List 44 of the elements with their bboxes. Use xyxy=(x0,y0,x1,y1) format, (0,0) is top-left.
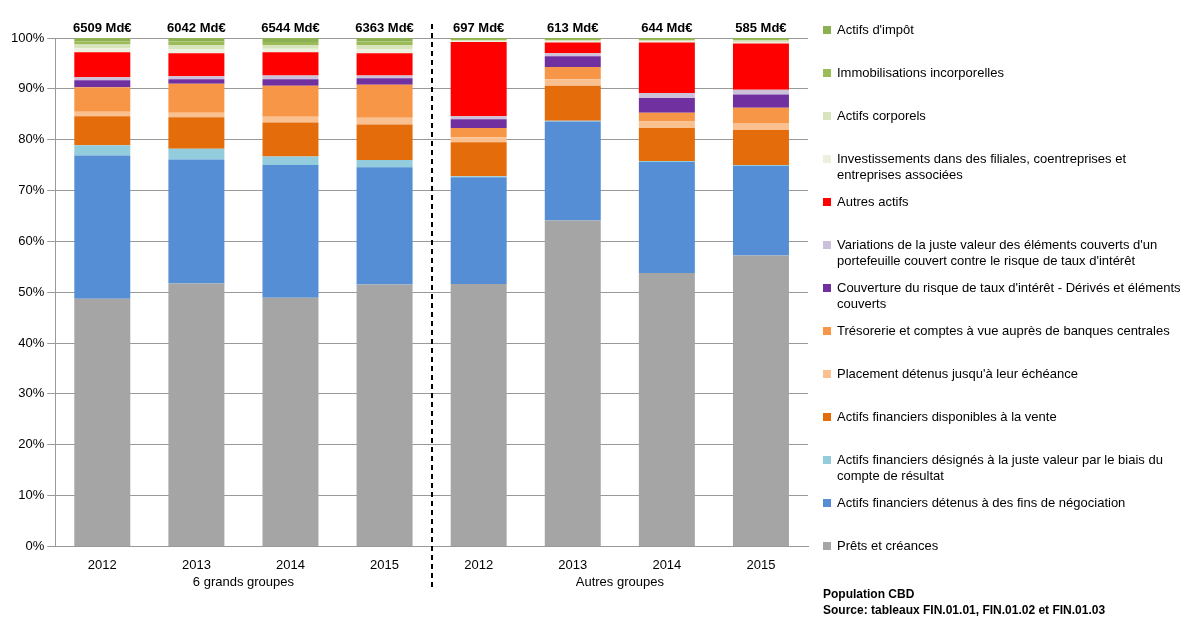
legend-label: Actifs financiers détenus à des fins de négociation xyxy=(837,495,1126,511)
x-tick-label: 2012 xyxy=(87,556,117,572)
y-tick-label: 20% xyxy=(18,436,45,452)
text: 6042 Md€ xyxy=(167,20,226,36)
legend-label: Variations de la juste valeur des éléments couverts d'un portefeuille couvert contre le risque de taux d'intérêt xyxy=(837,237,1159,269)
y-tick-label: 10% xyxy=(18,487,45,503)
y-tick-label: 40% xyxy=(18,334,45,350)
y-tick-label: 70% xyxy=(18,182,45,198)
source-note: Source: tableaux FIN.01.01, FIN.01.02 et FIN.01.03 xyxy=(823,602,1106,618)
legend-label: Actifs financiers disponibles à la vente xyxy=(837,409,1057,425)
legend-label: Actifs d'impôt xyxy=(837,22,914,38)
x-tick-label: 2015 xyxy=(746,556,776,572)
y-tick-label: 50% xyxy=(18,283,45,299)
text: 697 Md€ xyxy=(453,20,505,36)
text: Autres groupes xyxy=(575,574,665,590)
text: 6509 Md€ xyxy=(73,20,132,36)
y-tick-label: 30% xyxy=(18,385,45,401)
x-tick-label: 2012 xyxy=(464,556,494,572)
legend-label: Actifs financiers désignés à la juste valeur par le biais du compte de résultat xyxy=(837,452,1164,484)
x-tick-label: 2015 xyxy=(370,556,400,572)
legend-label: Couverture du risque de taux d'intérêt - Dérivés et éléments couverts xyxy=(837,280,1182,312)
legend-label: Immobilisations incorporelles xyxy=(837,65,1004,81)
x-tick-label: 2014 xyxy=(652,556,682,572)
text: 6 grands groupes xyxy=(192,574,295,590)
text: 6363 Md€ xyxy=(355,20,414,36)
legend-label: Autres actifs xyxy=(837,194,909,210)
y-tick-label: 80% xyxy=(18,131,45,147)
text: Population CBD xyxy=(823,586,916,602)
legend-label: Placement détenus jusqu'à leur échéance xyxy=(837,366,1078,382)
legend-label: Investissements dans des filiales, coentreprises et entreprises associées xyxy=(837,151,1128,183)
legend-label: Prêts et créances xyxy=(837,538,939,554)
x-tick-label: 2013 xyxy=(181,556,211,572)
x-tick-label: 2013 xyxy=(558,556,588,572)
y-tick-label: 60% xyxy=(18,232,45,248)
legend-label: Actifs corporels xyxy=(837,108,926,124)
y-tick-label: 100% xyxy=(11,29,45,45)
legend-label: Trésorerie et comptes à vue auprès de banques centrales xyxy=(837,323,1170,339)
text: 644 Md€ xyxy=(641,20,693,36)
y-tick-label: 90% xyxy=(18,80,45,96)
text: 585 Md€ xyxy=(735,20,787,36)
text: 6544 Md€ xyxy=(261,20,320,36)
y-tick-label: 0% xyxy=(25,537,45,553)
x-tick-label: 2014 xyxy=(276,556,305,572)
text: 613 Md€ xyxy=(547,20,599,36)
